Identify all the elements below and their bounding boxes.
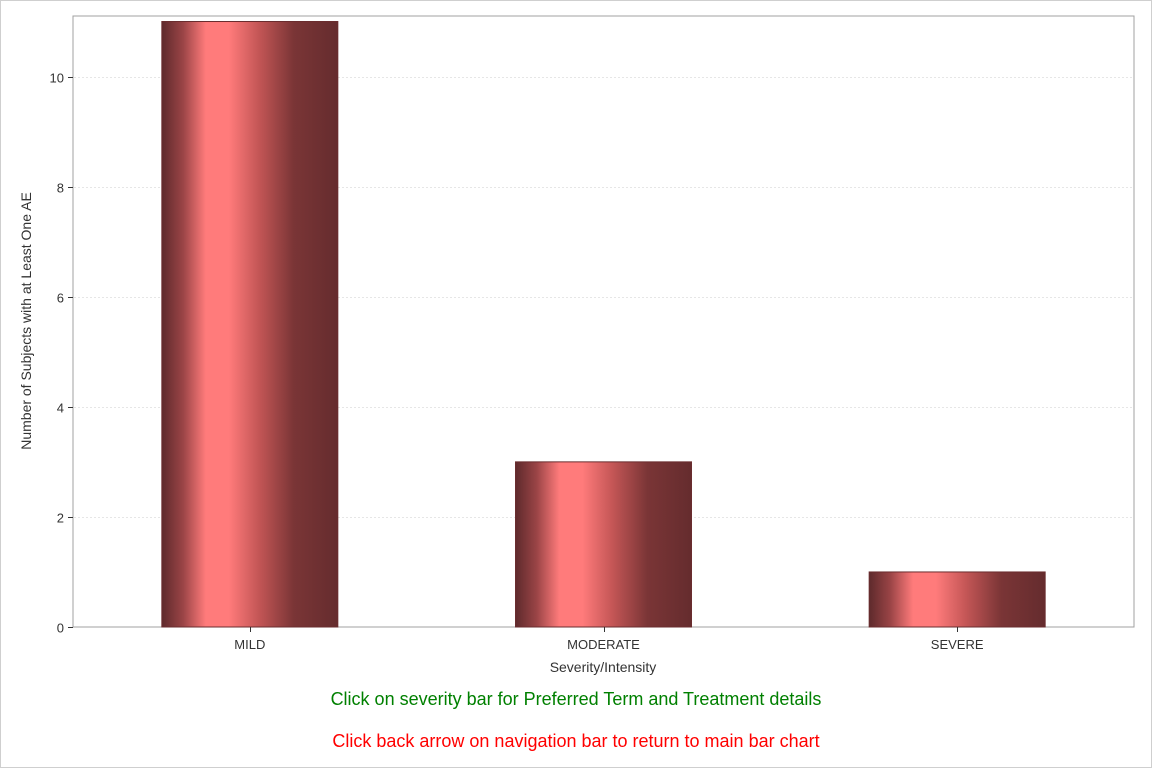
x-tick-label: MILD [234,637,265,652]
bars [161,21,1046,628]
y-axis-label: Number of Subjects with at Least One AE [18,192,34,450]
bar-severe[interactable] [868,571,1046,628]
click-bar-instruction: Click on severity bar for Preferred Term… [330,689,822,709]
back-arrow-instruction: Click back arrow on navigation bar to re… [332,731,820,751]
y-tick-label: 2 [57,511,64,526]
x-axis-label: Severity/Intensity [550,659,657,675]
bar-mild[interactable] [161,21,339,628]
y-tick-label: 4 [57,401,64,416]
y-tick-label: 6 [57,291,64,306]
y-tick-label: 0 [57,621,64,636]
x-tick-label: SEVERE [931,637,984,652]
bar-moderate[interactable] [515,461,692,628]
y-tick-label: 8 [57,181,64,196]
axes: 0 2 4 6 8 10 MILD MODERATE SEVERE [50,71,984,653]
x-tick-label: MODERATE [567,637,640,652]
y-tick-label: 10 [50,71,64,86]
